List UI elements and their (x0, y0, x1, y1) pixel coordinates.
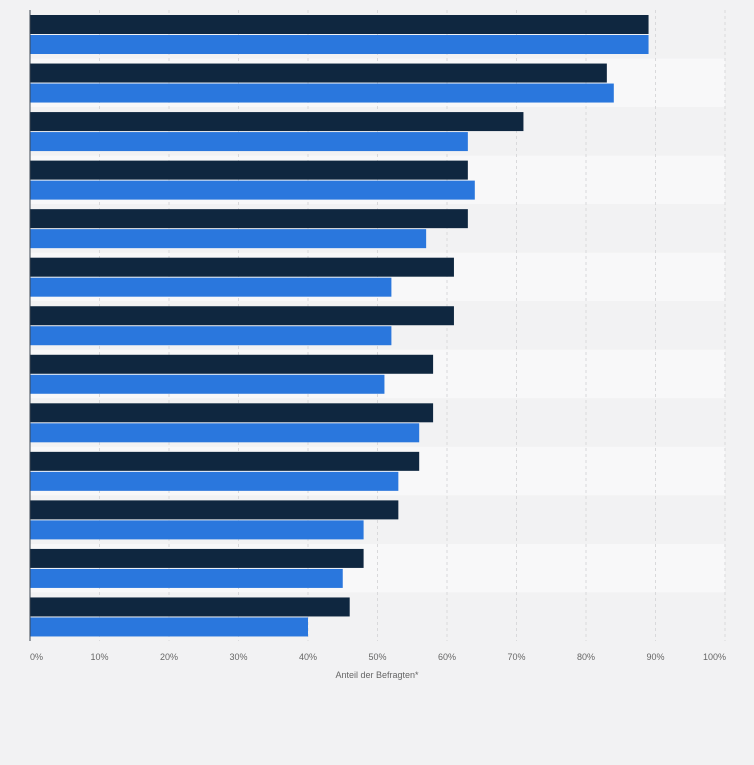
x-tick-label: 80% (577, 652, 595, 662)
bar (30, 326, 392, 346)
bar (30, 160, 468, 180)
bar (30, 83, 614, 103)
bar (30, 257, 454, 277)
x-axis-title: Anteil der Befragten* (335, 670, 419, 680)
x-tick-label: 60% (438, 652, 456, 662)
bar (30, 548, 364, 568)
bar (30, 229, 427, 249)
bar (30, 451, 420, 471)
bar (30, 35, 649, 54)
x-tick-label: 50% (368, 652, 386, 662)
x-tick-label: 70% (507, 652, 525, 662)
bar (30, 306, 454, 326)
x-tick-label: 30% (229, 652, 247, 662)
bar (30, 63, 607, 83)
bar (30, 354, 434, 374)
bar (30, 277, 392, 297)
bar (30, 471, 399, 491)
x-tick-label: 20% (160, 652, 178, 662)
bar (30, 568, 343, 588)
x-tick-label: 100% (703, 652, 726, 662)
bar (30, 403, 434, 423)
bar (30, 423, 420, 443)
x-tick-label: 40% (299, 652, 317, 662)
x-tick-label: 90% (646, 652, 664, 662)
bar (30, 520, 364, 540)
bar (30, 132, 468, 152)
x-tick-label: 0% (30, 652, 43, 662)
bar (30, 374, 385, 394)
bar (30, 209, 468, 229)
bar (30, 597, 350, 617)
bar (30, 112, 524, 132)
bar (30, 180, 475, 200)
bar (30, 500, 399, 520)
bar (30, 15, 649, 34)
bar (30, 617, 308, 637)
x-tick-label: 10% (90, 652, 108, 662)
